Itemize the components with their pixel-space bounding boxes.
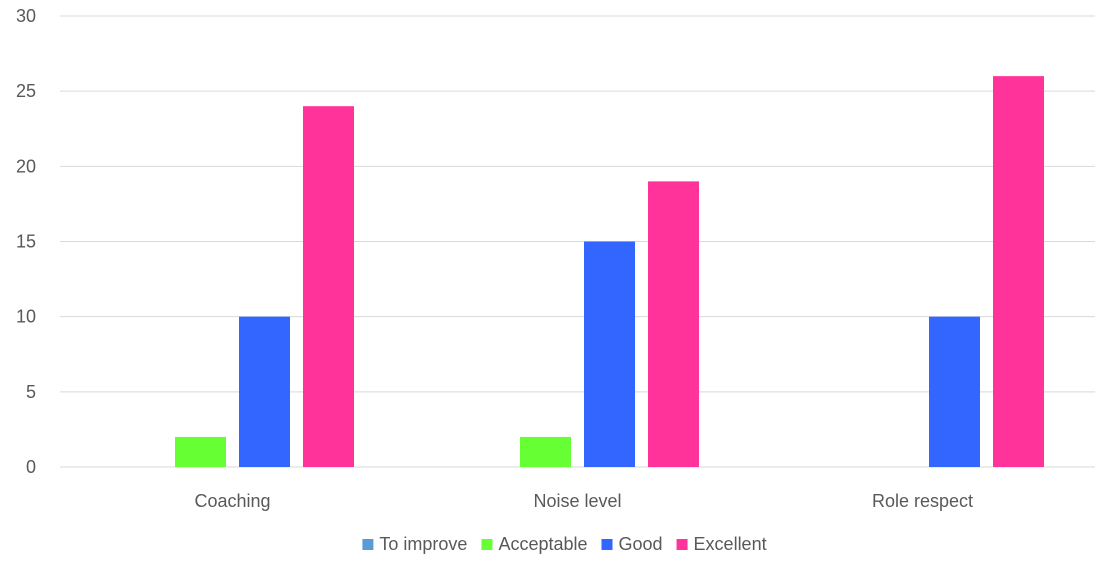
- y-tick-label: 15: [16, 232, 36, 252]
- legend-swatch: [481, 539, 493, 550]
- bar-good-noise-level: [584, 241, 635, 467]
- x-axis: Coaching Noise level Role respect: [194, 491, 973, 511]
- y-tick-label: 30: [16, 6, 36, 26]
- x-category-label: Role respect: [872, 491, 973, 511]
- legend-label: Acceptable: [498, 534, 587, 554]
- x-category-label: Coaching: [194, 491, 270, 511]
- y-tick-label: 0: [26, 457, 36, 477]
- bar-acceptable-coaching: [175, 436, 226, 467]
- bar-acceptable-noise-level: [520, 436, 571, 467]
- y-tick-label: 5: [26, 382, 36, 402]
- y-tick-label: 25: [16, 81, 36, 101]
- bar-excellent-role-respect: [993, 76, 1044, 467]
- legend: To improve Acceptable Good Excellent: [362, 534, 767, 554]
- bar-excellent-noise-level: [648, 181, 699, 467]
- legend-swatch: [601, 539, 613, 550]
- x-category-label: Noise level: [533, 491, 621, 511]
- legend-label: To improve: [379, 534, 467, 554]
- bars: [175, 76, 1044, 467]
- gridlines: [60, 15, 1095, 468]
- y-tick-label: 10: [16, 307, 36, 327]
- y-axis: 0 5 10 15 20 25 30: [16, 6, 36, 477]
- bar-good-coaching: [239, 316, 290, 467]
- legend-swatch: [676, 539, 688, 550]
- legend-swatch: [362, 539, 374, 550]
- legend-label: Good: [619, 534, 663, 554]
- y-tick-label: 20: [16, 156, 36, 176]
- bar-excellent-coaching: [303, 106, 354, 467]
- bar-good-role-respect: [929, 316, 980, 467]
- legend-label: Excellent: [694, 534, 767, 554]
